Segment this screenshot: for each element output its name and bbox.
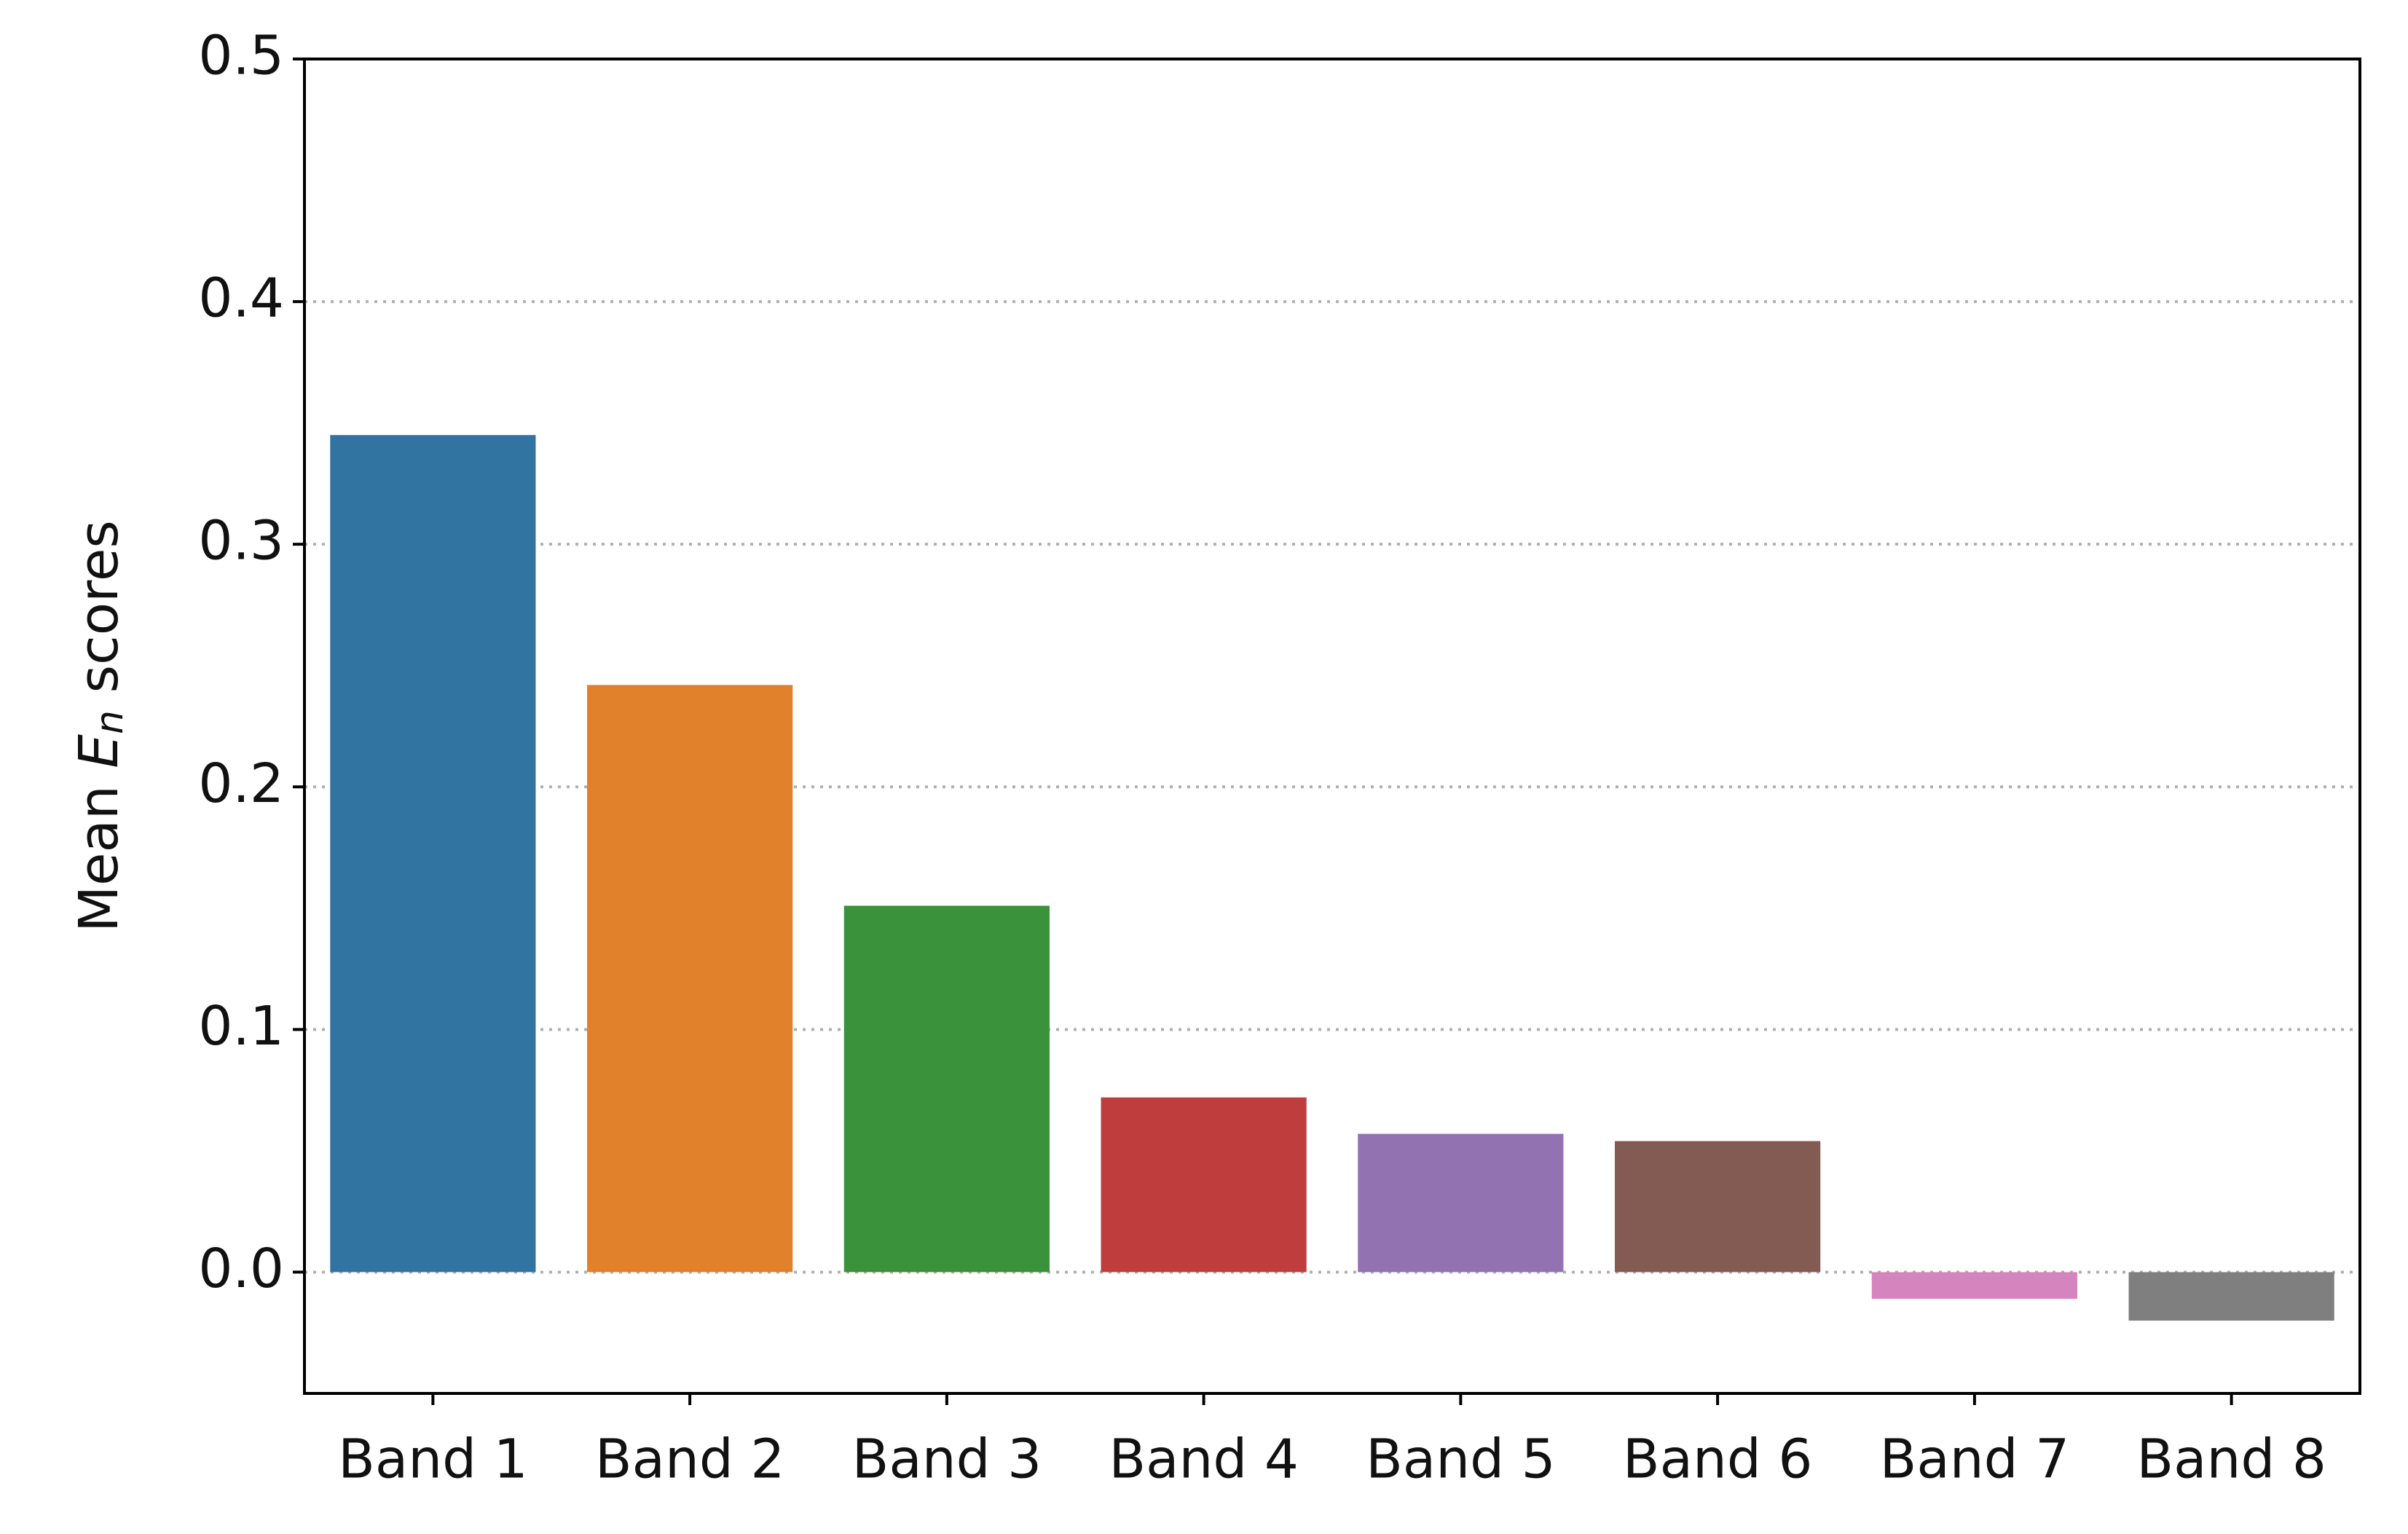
- y-label-part: n: [88, 710, 132, 734]
- bar: [330, 435, 536, 1273]
- x-tick-label: Band 7: [1880, 1428, 2070, 1491]
- x-tick-label: Band 5: [1366, 1428, 1556, 1491]
- bar: [587, 685, 793, 1273]
- y-tick-label: 0.4: [198, 267, 284, 330]
- x-tick-label: Band 4: [1109, 1428, 1299, 1491]
- y-axis-label: Mean En scores: [68, 520, 133, 932]
- y-tick-label: 0.5: [198, 25, 284, 87]
- bar: [2128, 1272, 2334, 1321]
- y-label-part: scores: [68, 520, 130, 710]
- x-tick-label: Band 1: [338, 1428, 528, 1491]
- bar: [1871, 1272, 2077, 1299]
- bar: [1358, 1133, 1564, 1273]
- y-label-part: Mean: [68, 768, 130, 932]
- y-tick-label: 0.0: [198, 1238, 284, 1300]
- x-tick-label: Band 3: [852, 1428, 1042, 1491]
- y-tick-label: 0.3: [198, 510, 284, 573]
- x-tick-label: Band 6: [1623, 1428, 1813, 1491]
- x-tick-label: Band 2: [595, 1428, 785, 1491]
- x-tick-label: Band 8: [2136, 1428, 2326, 1491]
- y-label-part: E: [68, 734, 130, 768]
- bar: [1615, 1141, 1821, 1273]
- bar: [1101, 1097, 1307, 1273]
- y-tick-label: 0.1: [198, 995, 284, 1058]
- bar: [843, 905, 1050, 1273]
- plot-frame: [303, 58, 2361, 1395]
- y-tick-label: 0.2: [198, 752, 284, 815]
